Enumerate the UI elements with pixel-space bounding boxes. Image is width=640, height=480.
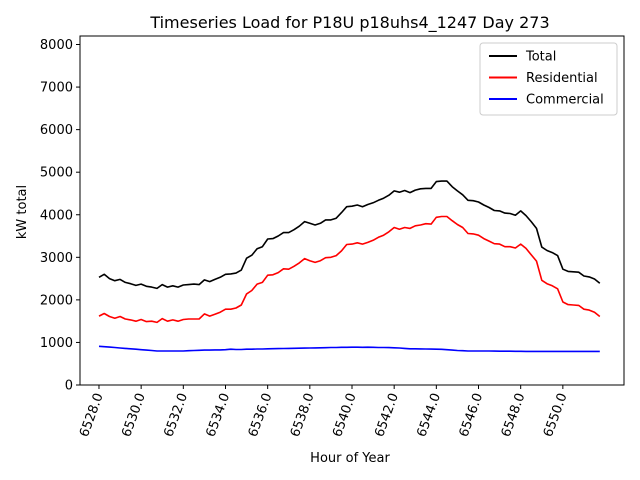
legend-box xyxy=(479,42,618,116)
y-tick-label: 2000 xyxy=(40,293,73,308)
series-line-total xyxy=(98,180,601,290)
x-tick-label: 6530.0 xyxy=(119,391,149,439)
y-tick-label: 1000 xyxy=(40,336,73,351)
y-tick-label: 0 xyxy=(65,379,73,394)
x-axis: 6528.0 6530.0 6532.0 6534.0 6536.0 6538.0 6540… xyxy=(77,385,571,439)
y-axis-label: kW total xyxy=(15,185,30,239)
y-tick-label: 4000 xyxy=(40,208,73,223)
x-axis-label: Hour of Year xyxy=(310,451,390,466)
x-tick-label: 6536.0 xyxy=(246,391,276,439)
x-tick-label: 6534.0 xyxy=(204,391,234,439)
x-tick-label: 6528.0 xyxy=(77,391,107,439)
legend: Total Residential Commercial xyxy=(479,42,618,116)
series-layer xyxy=(98,180,601,353)
y-tick-label: 7000 xyxy=(40,81,73,96)
x-tick-label: 6544.0 xyxy=(414,391,444,439)
chart-title: Timeseries Load for P18U p18uhs4_1247 Da… xyxy=(149,13,549,33)
legend-label-residential: Residential xyxy=(526,71,598,86)
x-tick-label: 6538.0 xyxy=(288,391,318,439)
x-tick-label: 6546.0 xyxy=(457,391,487,439)
x-tick-label: 6540.0 xyxy=(330,391,360,439)
y-tick-label: 3000 xyxy=(40,251,73,266)
legend-label-commercial: Commercial xyxy=(526,93,604,108)
legend-label-total: Total xyxy=(525,50,556,65)
x-tick-label: 6542.0 xyxy=(372,391,402,439)
x-tick-label: 6550.0 xyxy=(541,391,571,439)
y-tick-label: 5000 xyxy=(40,166,73,181)
y-axis: 0 1000 2000 3000 4000 5000 6000 7000 8000 xyxy=(40,38,80,394)
series-line-residential xyxy=(98,215,601,324)
x-tick-label: 6532.0 xyxy=(161,391,191,439)
y-tick-label: 8000 xyxy=(40,38,73,53)
series-line-commercial xyxy=(98,345,600,353)
x-tick-label: 6548.0 xyxy=(499,391,529,439)
y-tick-label: 6000 xyxy=(40,123,73,138)
